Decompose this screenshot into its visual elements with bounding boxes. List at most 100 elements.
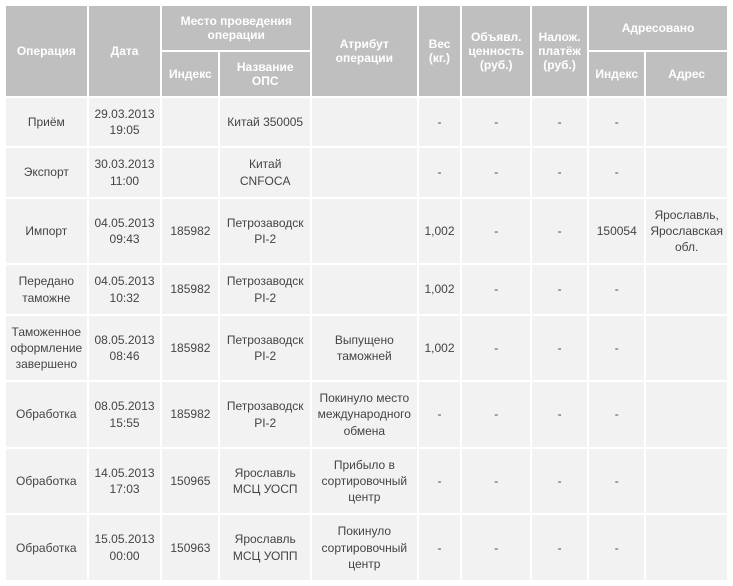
table-header: Операция Дата Место проведения операции … bbox=[6, 6, 727, 96]
cell-addr bbox=[646, 148, 727, 196]
table-row: Экспорт30.03.2013 11:00Китай CNFOCA---- bbox=[6, 148, 727, 196]
table-row: Приём29.03.2013 19:05Китай 350005---- bbox=[6, 98, 727, 146]
cell-addr-index: - bbox=[589, 382, 644, 447]
header-index: Индекс bbox=[162, 52, 218, 96]
header-addr: Адрес bbox=[646, 52, 727, 96]
cell-ops-name: Петрозаводск PI-2 bbox=[220, 199, 310, 264]
cell-ops-name: Петрозаводск PI-2 bbox=[220, 316, 310, 381]
tracking-table: Операция Дата Место проведения операции … bbox=[4, 4, 729, 582]
table-row: Обработка08.05.2013 15:55185982Петрозаво… bbox=[6, 382, 727, 447]
cell-addr-index: 150054 bbox=[589, 199, 644, 264]
cell-attribute bbox=[312, 265, 417, 313]
cell-ops-name: Ярославль МСЦ УОСП bbox=[220, 449, 310, 514]
cell-date: 30.03.2013 11:00 bbox=[89, 148, 161, 196]
cell-weight: 1,002 bbox=[419, 199, 461, 264]
cell-cod: - bbox=[532, 449, 587, 514]
cell-addr bbox=[646, 98, 727, 146]
cell-addr bbox=[646, 449, 727, 514]
table-row: Передано таможне04.05.2013 10:32185982Пе… bbox=[6, 265, 727, 313]
cell-ops-name: Китай CNFOCA bbox=[220, 148, 310, 196]
cell-addr bbox=[646, 265, 727, 313]
cell-index: 185982 bbox=[162, 199, 218, 264]
cell-cod: - bbox=[532, 515, 587, 580]
cell-operation: Импорт bbox=[6, 199, 87, 264]
cell-date: 14.05.2013 17:03 bbox=[89, 449, 161, 514]
cell-date: 04.05.2013 09:43 bbox=[89, 199, 161, 264]
cell-addr-index: - bbox=[589, 148, 644, 196]
cell-operation: Передано таможне bbox=[6, 265, 87, 313]
cell-cod: - bbox=[532, 265, 587, 313]
cell-weight: 1,002 bbox=[419, 265, 461, 313]
cell-attribute: Выпущено таможней bbox=[312, 316, 417, 381]
cell-operation: Таможенное оформление завершено bbox=[6, 316, 87, 381]
header-weight: Вес (кг.) bbox=[419, 6, 461, 96]
cell-date: 29.03.2013 19:05 bbox=[89, 98, 161, 146]
cell-date: 08.05.2013 15:55 bbox=[89, 382, 161, 447]
cell-operation: Обработка bbox=[6, 449, 87, 514]
cell-index: 150963 bbox=[162, 515, 218, 580]
cell-declared-value: - bbox=[462, 265, 530, 313]
header-addr-index: Индекс bbox=[589, 52, 644, 96]
cell-weight: - bbox=[419, 148, 461, 196]
header-date: Дата bbox=[89, 6, 161, 96]
cell-declared-value: - bbox=[462, 382, 530, 447]
cell-operation: Обработка bbox=[6, 515, 87, 580]
table-row: Таможенное оформление завершено08.05.201… bbox=[6, 316, 727, 381]
cell-addr bbox=[646, 382, 727, 447]
cell-weight: - bbox=[419, 382, 461, 447]
cell-addr bbox=[646, 316, 727, 381]
cell-attribute: Покинуло место международного обмена bbox=[312, 382, 417, 447]
cell-index bbox=[162, 148, 218, 196]
cell-addr-index: - bbox=[589, 265, 644, 313]
cell-weight: 1,002 bbox=[419, 316, 461, 381]
cell-declared-value: - bbox=[462, 515, 530, 580]
cell-operation: Экспорт bbox=[6, 148, 87, 196]
cell-cod: - bbox=[532, 98, 587, 146]
header-addressed-group: Адресовано bbox=[589, 6, 727, 50]
cell-attribute: Прибыло в сортировочный центр bbox=[312, 449, 417, 514]
cell-index: 185982 bbox=[162, 382, 218, 447]
cell-addr bbox=[646, 515, 727, 580]
cell-cod: - bbox=[532, 148, 587, 196]
header-cod: Налож. платёж (руб.) bbox=[532, 6, 587, 96]
cell-attribute bbox=[312, 98, 417, 146]
cell-declared-value: - bbox=[462, 148, 530, 196]
cell-weight: - bbox=[419, 449, 461, 514]
header-ops-name: Название ОПС bbox=[220, 52, 310, 96]
cell-operation: Приём bbox=[6, 98, 87, 146]
cell-declared-value: - bbox=[462, 199, 530, 264]
cell-addr-index: - bbox=[589, 316, 644, 381]
header-place-group: Место проведения операции bbox=[162, 6, 310, 50]
cell-date: 08.05.2013 08:46 bbox=[89, 316, 161, 381]
cell-addr: Ярославль, Ярославская обл. bbox=[646, 199, 727, 264]
cell-weight: - bbox=[419, 98, 461, 146]
cell-date: 15.05.2013 00:00 bbox=[89, 515, 161, 580]
cell-declared-value: - bbox=[462, 316, 530, 381]
cell-weight: - bbox=[419, 515, 461, 580]
cell-index bbox=[162, 98, 218, 146]
cell-ops-name: Петрозаводск PI-2 bbox=[220, 382, 310, 447]
cell-declared-value: - bbox=[462, 449, 530, 514]
header-operation: Операция bbox=[6, 6, 87, 96]
cell-cod: - bbox=[532, 316, 587, 381]
cell-addr-index: - bbox=[589, 98, 644, 146]
cell-cod: - bbox=[532, 382, 587, 447]
cell-addr-index: - bbox=[589, 449, 644, 514]
header-declared-value: Объявл. ценность (руб.) bbox=[462, 6, 530, 96]
cell-operation: Обработка bbox=[6, 382, 87, 447]
cell-ops-name: Ярославль МСЦ УОПП bbox=[220, 515, 310, 580]
header-attribute: Атрибут операции bbox=[312, 6, 417, 96]
cell-attribute bbox=[312, 148, 417, 196]
cell-declared-value: - bbox=[462, 98, 530, 146]
cell-attribute bbox=[312, 199, 417, 264]
cell-date: 04.05.2013 10:32 bbox=[89, 265, 161, 313]
cell-index: 185982 bbox=[162, 316, 218, 381]
table-row: Обработка15.05.2013 00:00150963Ярославль… bbox=[6, 515, 727, 580]
table-row: Импорт04.05.2013 09:43185982Петрозаводск… bbox=[6, 199, 727, 264]
cell-ops-name: Петрозаводск PI-2 bbox=[220, 265, 310, 313]
cell-addr-index: - bbox=[589, 515, 644, 580]
cell-attribute: Покинуло сортировочный центр bbox=[312, 515, 417, 580]
cell-cod: - bbox=[532, 199, 587, 264]
cell-index: 185982 bbox=[162, 265, 218, 313]
table-row: Обработка14.05.2013 17:03150965Ярославль… bbox=[6, 449, 727, 514]
